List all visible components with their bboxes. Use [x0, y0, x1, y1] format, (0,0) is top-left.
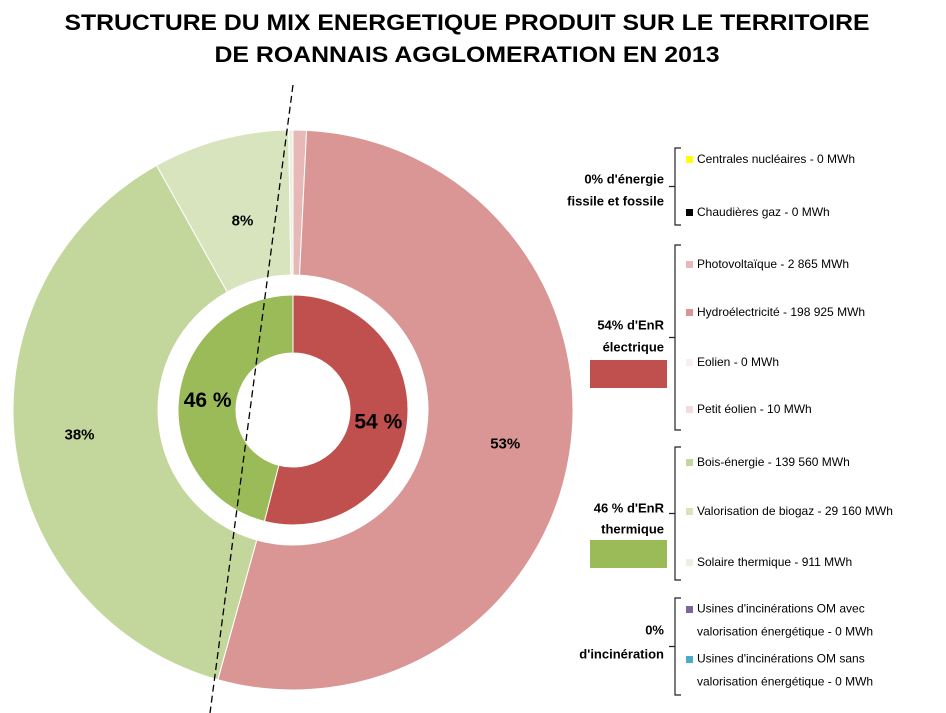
legend-item: Eolien - 0 MWh [697, 355, 779, 369]
outer-label: 8% [232, 213, 254, 230]
group-label: électrique [603, 339, 664, 354]
group-label: 46 % d'EnR [594, 500, 665, 515]
chart-title: DE ROANNAIS AGGLOMERATION EN 2013 [215, 42, 720, 67]
legend-swatch [686, 261, 693, 268]
bracket [669, 147, 681, 226]
legend-item: Solaire thermique - 911 MWh [697, 555, 852, 569]
inner-label: 54 % [354, 410, 402, 433]
group-label: 0% d'énergie [584, 171, 664, 186]
legend-swatch [686, 656, 693, 663]
divider [209, 84, 294, 713]
legend-swatch [686, 559, 693, 566]
legend-item: Bois-énergie - 139 560 MWh [697, 455, 850, 469]
legend-item: valorisation énergétique - 0 MWh [697, 675, 873, 689]
legend-item: Usines d'incinérations OM avec [697, 602, 865, 616]
legend-item: Valorisation de biogaz - 29 160 MWh [697, 504, 893, 518]
group-label: d'incinération [579, 646, 664, 661]
outer-label: 38% [64, 426, 94, 443]
outer-slice [288, 129, 294, 276]
legend-item: Centrales nucléaires - 0 MWh [697, 152, 855, 166]
legend-swatch [686, 156, 693, 163]
inner-slice [177, 294, 294, 522]
bracket [669, 446, 681, 581]
group-label: thermique [601, 521, 664, 536]
inner-slice [263, 294, 409, 526]
legend-swatch [686, 508, 693, 515]
legend-item: Photovoltaïque - 2 865 MWh [697, 257, 849, 271]
inner-label: 46 % [184, 389, 232, 412]
outer-slice [217, 129, 574, 691]
labels: 53% 38% 8% 54 % 46 % [64, 213, 520, 453]
legend-item: valorisation énergétique - 0 MWh [697, 625, 873, 639]
rings [12, 129, 574, 691]
bracket [669, 597, 681, 696]
bracket [669, 244, 681, 431]
legend-swatch [686, 359, 693, 366]
legend-item: Hydroélectricité - 198 925 MWh [697, 305, 865, 319]
group-label: 54% d'EnR [597, 317, 664, 332]
legend-swatch [686, 309, 693, 316]
outer-label: 53% [490, 435, 520, 452]
legend-item: Petit éolien - 10 MWh [697, 402, 812, 416]
legend-item: Usines d'incinérations OM sans [697, 652, 865, 666]
legend-item: Chaudières gaz - 0 MWh [697, 205, 830, 219]
group-swatch [590, 540, 667, 568]
chart-title: STRUCTURE DU MIX ENERGETIQUE PRODUIT SUR… [65, 10, 870, 35]
legend-swatch [686, 406, 693, 413]
outer-slice [12, 164, 258, 681]
group-label: 0% [645, 622, 664, 637]
legend-swatch [686, 459, 693, 466]
group-swatch [590, 360, 667, 388]
legend-swatch [686, 209, 693, 216]
legend-swatch [686, 606, 693, 613]
group-label: fissile et fossile [567, 193, 664, 208]
